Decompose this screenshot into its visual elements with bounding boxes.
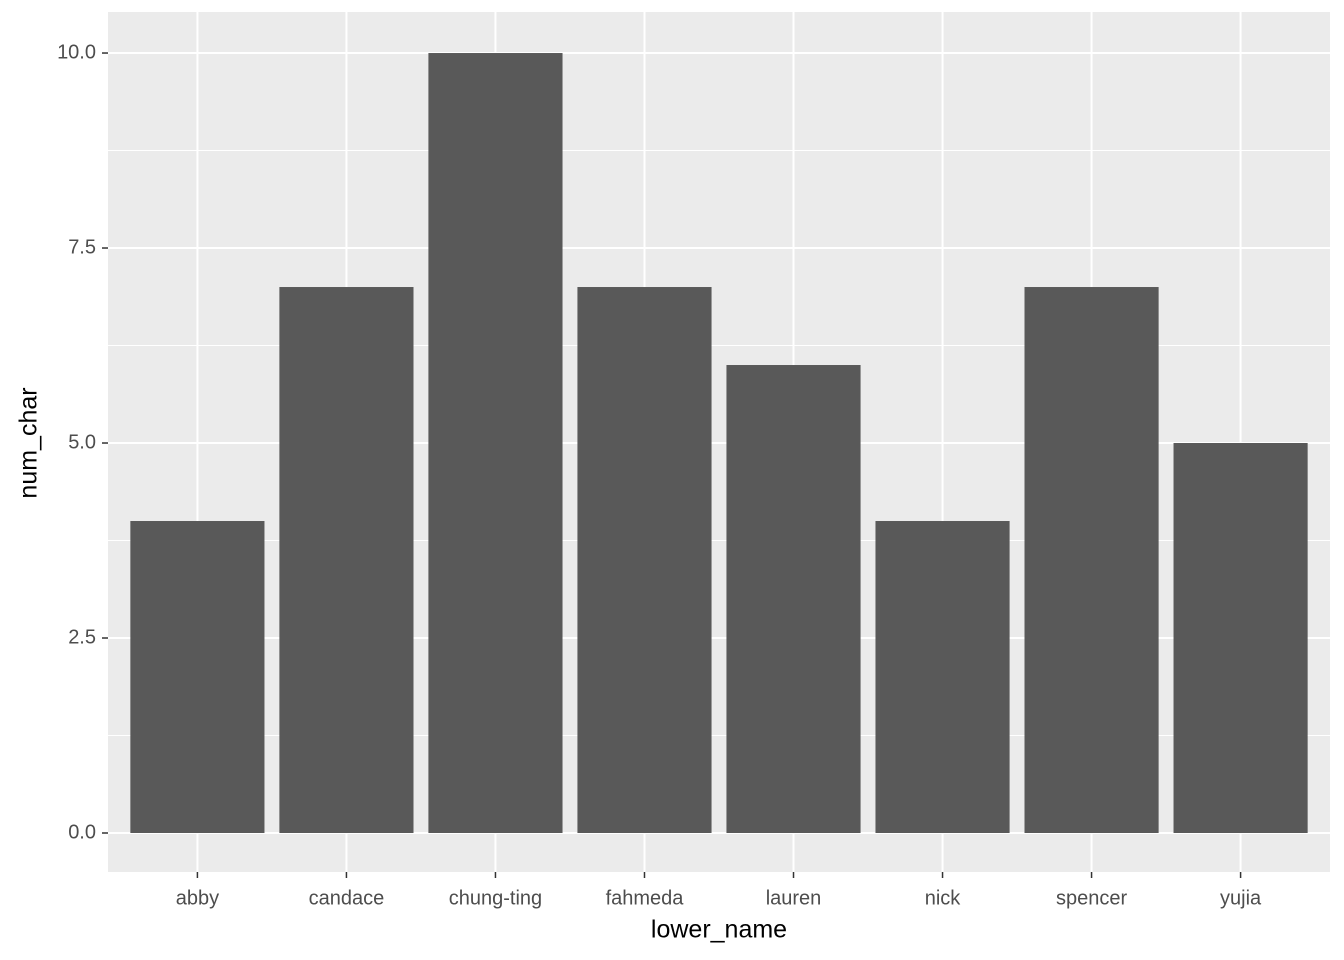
x-tick-label: abby <box>176 887 219 909</box>
y-tick-label: 7.5 <box>68 236 96 258</box>
bar <box>875 521 1010 834</box>
bar <box>1024 287 1159 834</box>
bar <box>577 287 712 834</box>
bar <box>279 287 414 834</box>
x-tick-label: yujia <box>1220 887 1262 909</box>
x-axis-title: lower_name <box>651 916 787 944</box>
x-tick-label: chung-ting <box>449 887 542 909</box>
x-tick-label: candace <box>309 887 385 909</box>
y-tick-label: 0.0 <box>68 821 96 843</box>
bar <box>428 53 563 834</box>
y-tick-label: 5.0 <box>68 431 96 453</box>
x-tick-label: fahmeda <box>606 887 685 909</box>
bar <box>1173 443 1308 834</box>
x-tick-label: nick <box>925 887 962 909</box>
x-tick-label: lauren <box>766 887 822 909</box>
bar <box>726 365 861 834</box>
y-axis-title: num_char <box>15 387 43 498</box>
y-tick-label: 2.5 <box>68 626 96 648</box>
y-tick-label: 10.0 <box>57 41 96 63</box>
x-tick-label: spencer <box>1056 887 1127 909</box>
bar <box>130 521 265 834</box>
